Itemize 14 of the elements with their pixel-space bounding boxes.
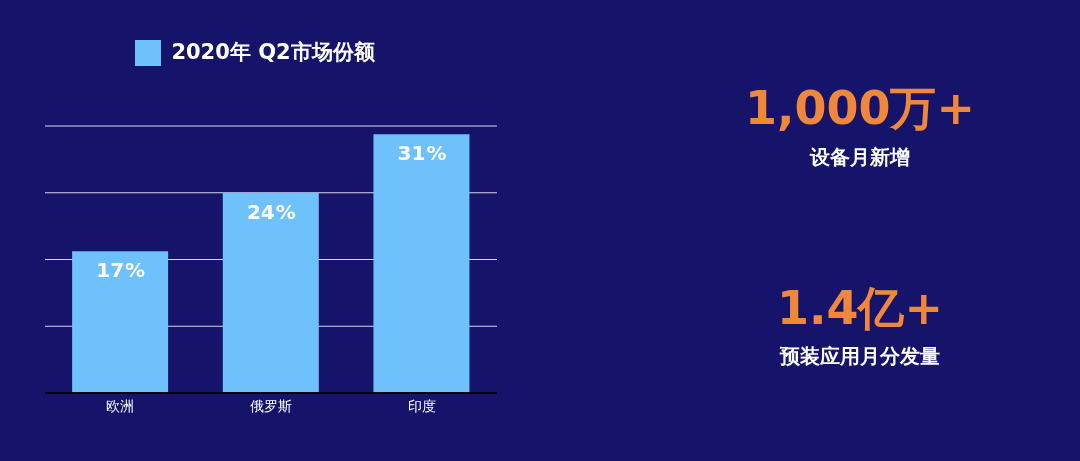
text: 预装应用月分发量 <box>778 343 941 370</box>
x-tick-label: 欧洲 <box>106 397 135 414</box>
text: 1,000万+ <box>743 80 976 137</box>
legend-label: 2020年 Q2市场份额 <box>171 40 375 64</box>
text: 设备月新增 <box>808 144 911 171</box>
data-label: 31 <box>397 141 426 166</box>
text: % <box>125 258 146 283</box>
data-label: 24 <box>246 199 275 224</box>
x-tick-label: 俄罗斯 <box>250 397 292 414</box>
data-label: 17 <box>96 258 125 283</box>
text: % <box>426 141 447 166</box>
x-tick-label: 印度 <box>407 397 436 414</box>
text: 1.4亿+ <box>776 280 944 337</box>
text: % <box>275 199 296 224</box>
